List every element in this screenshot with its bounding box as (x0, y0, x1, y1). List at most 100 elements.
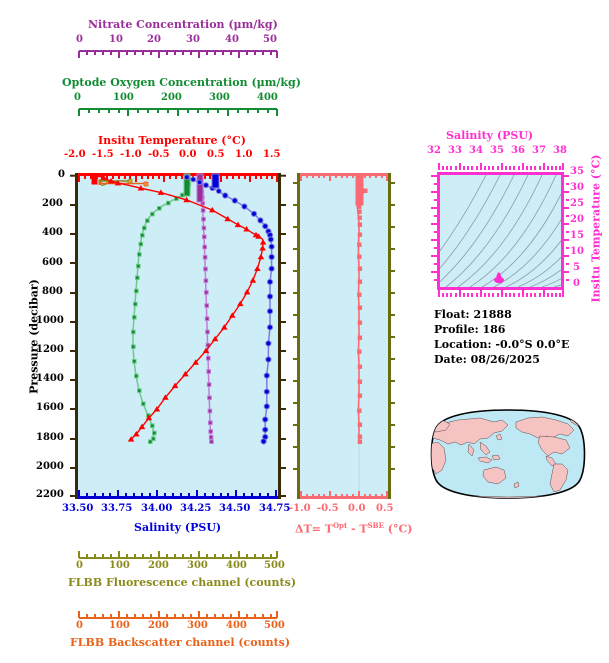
date-line: Date: 08/26/2025 (434, 353, 569, 366)
pressure-axis-title: Pressure (decibar) (27, 279, 41, 394)
nitrate-axis-ruler (78, 50, 278, 58)
fluor-tick-0: 0 (76, 560, 83, 571)
dt-tick-1: -0.5 (317, 503, 339, 514)
plot-border-left (75, 173, 78, 499)
oxygen-axis-ruler (78, 108, 278, 116)
temp-tick-6: 1.0 (235, 149, 253, 160)
fluor-tick-4: 400 (226, 560, 247, 571)
pressure-tick-5: 1000 (36, 315, 64, 326)
series-salinity (183, 173, 275, 445)
profile-label: Profile: (434, 323, 479, 336)
metadata-panel: Float: 21888 Profile: 186 Location: -0.0… (434, 308, 569, 366)
backs-tick-3: 300 (187, 620, 208, 631)
pressure-tick-0: 0 (58, 169, 65, 180)
pressure-tick-6: 1200 (36, 344, 64, 355)
pressure-tick-11: 2200 (36, 489, 64, 500)
fluor-tick-2: 200 (148, 560, 169, 571)
temp-tick-3: -0.5 (148, 149, 170, 160)
backscatter-axis-ruler (78, 611, 278, 619)
dt-side-ticks (293, 182, 395, 470)
dt-title-end: (°C) (383, 522, 413, 536)
nitrate-tick-0: 0 (76, 34, 83, 45)
location-line: Location: -0.0°S 0.0°E (434, 338, 569, 351)
backs-tick-0: 0 (76, 620, 83, 631)
pressure-tick-9: 1800 (36, 432, 64, 443)
oxygen-tick-3: 300 (209, 92, 230, 103)
dt-border-bottom (300, 496, 388, 499)
pressure-tick-1: 200 (42, 198, 63, 209)
ts-temp-tick-1: 30 (570, 182, 584, 193)
dt-tick-3: 0.5 (376, 503, 394, 514)
oxygen-axis-title: Optode Oxygen Concentration (μm/kg) (62, 76, 301, 89)
fluor-tick-3: 300 (187, 560, 208, 571)
backs-tick-5: 500 (264, 620, 285, 631)
float-line: Float: 21888 (434, 308, 569, 321)
nitrate-tick-5: 50 (263, 34, 277, 45)
temp-tick-5: 0.5 (207, 149, 225, 160)
pressure-tick-8: 1600 (36, 402, 64, 413)
ts-temp-tick-0: 35 (570, 166, 584, 177)
temp-tick-2: -1.0 (120, 149, 142, 160)
oxygen-tick-1: 100 (113, 92, 134, 103)
pressure-tick-2: 400 (42, 227, 63, 238)
sal-tick-0: 33.50 (62, 503, 94, 514)
pressure-tick-3: 600 (42, 257, 63, 268)
sal-tick-4: 34.50 (219, 503, 251, 514)
series-nitrate (196, 173, 214, 444)
dt-bottom-ticks (300, 491, 388, 497)
sal-tick-2: 34.00 (141, 503, 173, 514)
ts-diagram[interactable] (437, 172, 564, 290)
plot-border-right (278, 173, 281, 499)
fluorescence-axis-ruler (78, 551, 278, 559)
series-delta-t (355, 174, 368, 444)
ts-temp-tick-6: 5 (573, 262, 580, 273)
main-profile-plot[interactable] (70, 172, 286, 499)
plot-border-top (78, 173, 278, 176)
dt-series-svg (355, 174, 368, 497)
pressure-tick-10: 2000 (36, 461, 64, 472)
dt-tick-0: -1.0 (289, 503, 311, 514)
fluor-tick-1: 100 (109, 560, 130, 571)
profile-value: 186 (482, 323, 506, 336)
temperature-axis-title: Insitu Temperature (°C) (98, 134, 246, 147)
sal-tick-5: 34.75 (259, 503, 291, 514)
ts-temp-tick-7: 0 (573, 278, 580, 289)
ts-left-ticks (431, 175, 438, 281)
ts-temp-tick-2: 25 (570, 198, 584, 209)
date-value: 08/26/2025 (470, 353, 540, 366)
delta-t-plot[interactable] (293, 173, 395, 499)
temp-tick-0: -2.0 (64, 149, 86, 160)
ts-salinity-title: Salinity (PSU) (446, 129, 534, 142)
ts-sal-tick-1: 33 (448, 145, 462, 156)
dt-title-sup1: Opt (332, 521, 348, 530)
pressure-tick-7: 1400 (36, 373, 64, 384)
profile-series-svg (90, 172, 275, 445)
backs-tick-4: 400 (226, 620, 247, 631)
nitrate-tick-4: 40 (225, 34, 239, 45)
temp-tick-4: 0.0 (179, 149, 197, 160)
backs-tick-2: 200 (148, 620, 169, 631)
ts-right-ticks (562, 175, 569, 281)
backscatter-axis-title: FLBB Backscatter channel (counts) (70, 636, 291, 649)
float-label: Float: (434, 308, 470, 321)
ts-temperature-title: Insitu Temperature (°C) (589, 154, 603, 303)
backs-tick-1: 100 (109, 620, 130, 631)
ts-density-contours (440, 175, 561, 287)
ts-data-points (494, 272, 504, 284)
oxygen-tick-0: 0 (74, 92, 81, 103)
delta-t-axis-title: ΔT= TOpt - TSBE (°C) (295, 521, 412, 536)
oxygen-tick-4: 400 (257, 92, 278, 103)
dt-title-sup2: SBE (367, 521, 384, 530)
fluor-tick-5: 500 (264, 560, 285, 571)
ts-sal-tick-4: 36 (511, 145, 525, 156)
ts-sal-tick-2: 34 (469, 145, 483, 156)
nitrate-axis-title: Nitrate Concentration (μm/kg) (88, 18, 278, 31)
nitrate-tick-1: 10 (109, 34, 123, 45)
series-temperature (90, 172, 267, 442)
oxygen-tick-2: 200 (161, 92, 182, 103)
fluorescence-axis-title: FLBB Fluorescence channel (counts) (68, 576, 297, 589)
ts-sal-tick-6: 38 (553, 145, 567, 156)
temperature-ruler-ticks (78, 175, 278, 182)
temp-tick-7: 1.5 (263, 149, 281, 160)
ts-sal-tick-3: 35 (490, 145, 504, 156)
